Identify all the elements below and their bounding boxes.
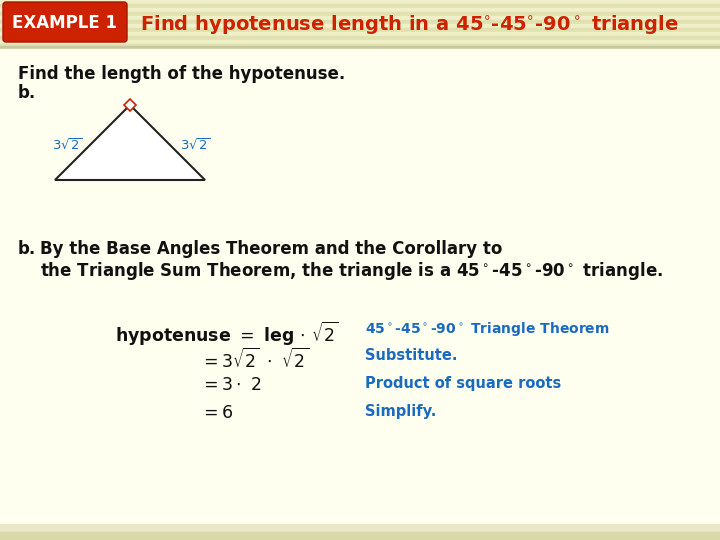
Bar [0,532,720,540]
Text: 3$\sqrt{2}$: 3$\sqrt{2}$ [180,137,211,153]
Text: Product of square roots: Product of square roots [365,376,562,391]
Text: 45$^\circ$-45$^\circ$-90$^\circ$ Triangle Theorem: 45$^\circ$-45$^\circ$-90$^\circ$ Triangl… [365,320,610,338]
Text: hypotenuse $=$ leg $\cdot$ $\sqrt{2}$: hypotenuse $=$ leg $\cdot$ $\sqrt{2}$ [115,320,339,348]
Text: b.: b. [18,84,36,102]
Polygon shape [124,99,136,111]
Bar [0,28,720,32]
Bar [0,36,720,40]
Bar [0,46,720,49]
Text: Find the length of the hypotenuse.: Find the length of the hypotenuse. [18,65,346,83]
Bar [0,40,720,44]
Text: $= 3\cdot\ 2$: $= 3\cdot\ 2$ [200,376,261,394]
Text: EXAMPLE 1: EXAMPLE 1 [12,14,117,32]
Bar [0,524,720,532]
Bar [0,32,720,36]
Text: Find hypotenuse length in a 45$\!^\circ\!$-45$\!^\circ\!$-90$^\circ$ triangle: Find hypotenuse length in a 45$\!^\circ\… [140,14,679,37]
Text: By the Base Angles Theorem and the Corollary to: By the Base Angles Theorem and the Corol… [40,240,503,258]
Text: $= 6$: $= 6$ [200,404,233,422]
Bar [0,24,720,28]
Bar [0,8,720,12]
Bar [0,12,720,16]
Text: b.: b. [18,240,36,258]
Bar [0,44,720,48]
Text: the Triangle Sum Theorem, the triangle is a 45$^\circ$-45$^\circ$-90$^\circ$ tri: the Triangle Sum Theorem, the triangle i… [40,260,663,282]
Polygon shape [55,105,205,180]
FancyBboxPatch shape [3,2,127,42]
Text: $= 3\sqrt{2}\ \cdot\ \sqrt{2}$: $= 3\sqrt{2}\ \cdot\ \sqrt{2}$ [200,348,309,372]
Bar [0,4,720,8]
Text: Substitute.: Substitute. [365,348,457,363]
Bar [0,0,720,4]
Bar [0,16,720,20]
Text: 3$\sqrt{2}$: 3$\sqrt{2}$ [53,137,83,153]
Text: Simplify.: Simplify. [365,404,436,419]
Bar [0,20,720,24]
